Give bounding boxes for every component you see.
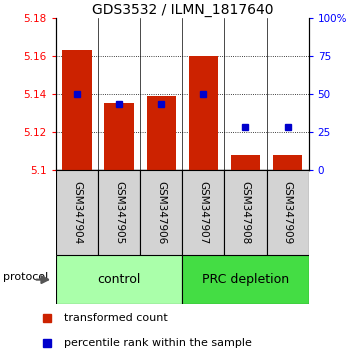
Text: PRC depletion: PRC depletion bbox=[202, 273, 289, 286]
Text: GSM347904: GSM347904 bbox=[72, 181, 82, 244]
Text: GSM347909: GSM347909 bbox=[283, 181, 293, 244]
FancyBboxPatch shape bbox=[225, 170, 266, 255]
Text: GSM347905: GSM347905 bbox=[114, 181, 124, 244]
Title: GDS3532 / ILMN_1817640: GDS3532 / ILMN_1817640 bbox=[92, 3, 273, 17]
Text: control: control bbox=[97, 273, 141, 286]
FancyBboxPatch shape bbox=[98, 170, 140, 255]
Bar bbox=[104, 103, 134, 170]
Text: percentile rank within the sample: percentile rank within the sample bbox=[64, 338, 252, 348]
Text: GSM347906: GSM347906 bbox=[156, 181, 166, 244]
Bar bbox=[188, 56, 218, 170]
Bar bbox=[273, 155, 302, 170]
Text: transformed count: transformed count bbox=[64, 313, 168, 323]
FancyBboxPatch shape bbox=[182, 255, 309, 304]
Bar bbox=[62, 50, 92, 170]
FancyBboxPatch shape bbox=[56, 255, 182, 304]
FancyBboxPatch shape bbox=[140, 170, 182, 255]
FancyBboxPatch shape bbox=[56, 170, 98, 255]
Text: protocol: protocol bbox=[3, 272, 48, 282]
FancyBboxPatch shape bbox=[266, 170, 309, 255]
Bar bbox=[231, 155, 260, 170]
Bar bbox=[147, 96, 176, 170]
Text: GSM347907: GSM347907 bbox=[198, 181, 208, 244]
FancyBboxPatch shape bbox=[182, 170, 225, 255]
Text: GSM347908: GSM347908 bbox=[240, 181, 251, 244]
